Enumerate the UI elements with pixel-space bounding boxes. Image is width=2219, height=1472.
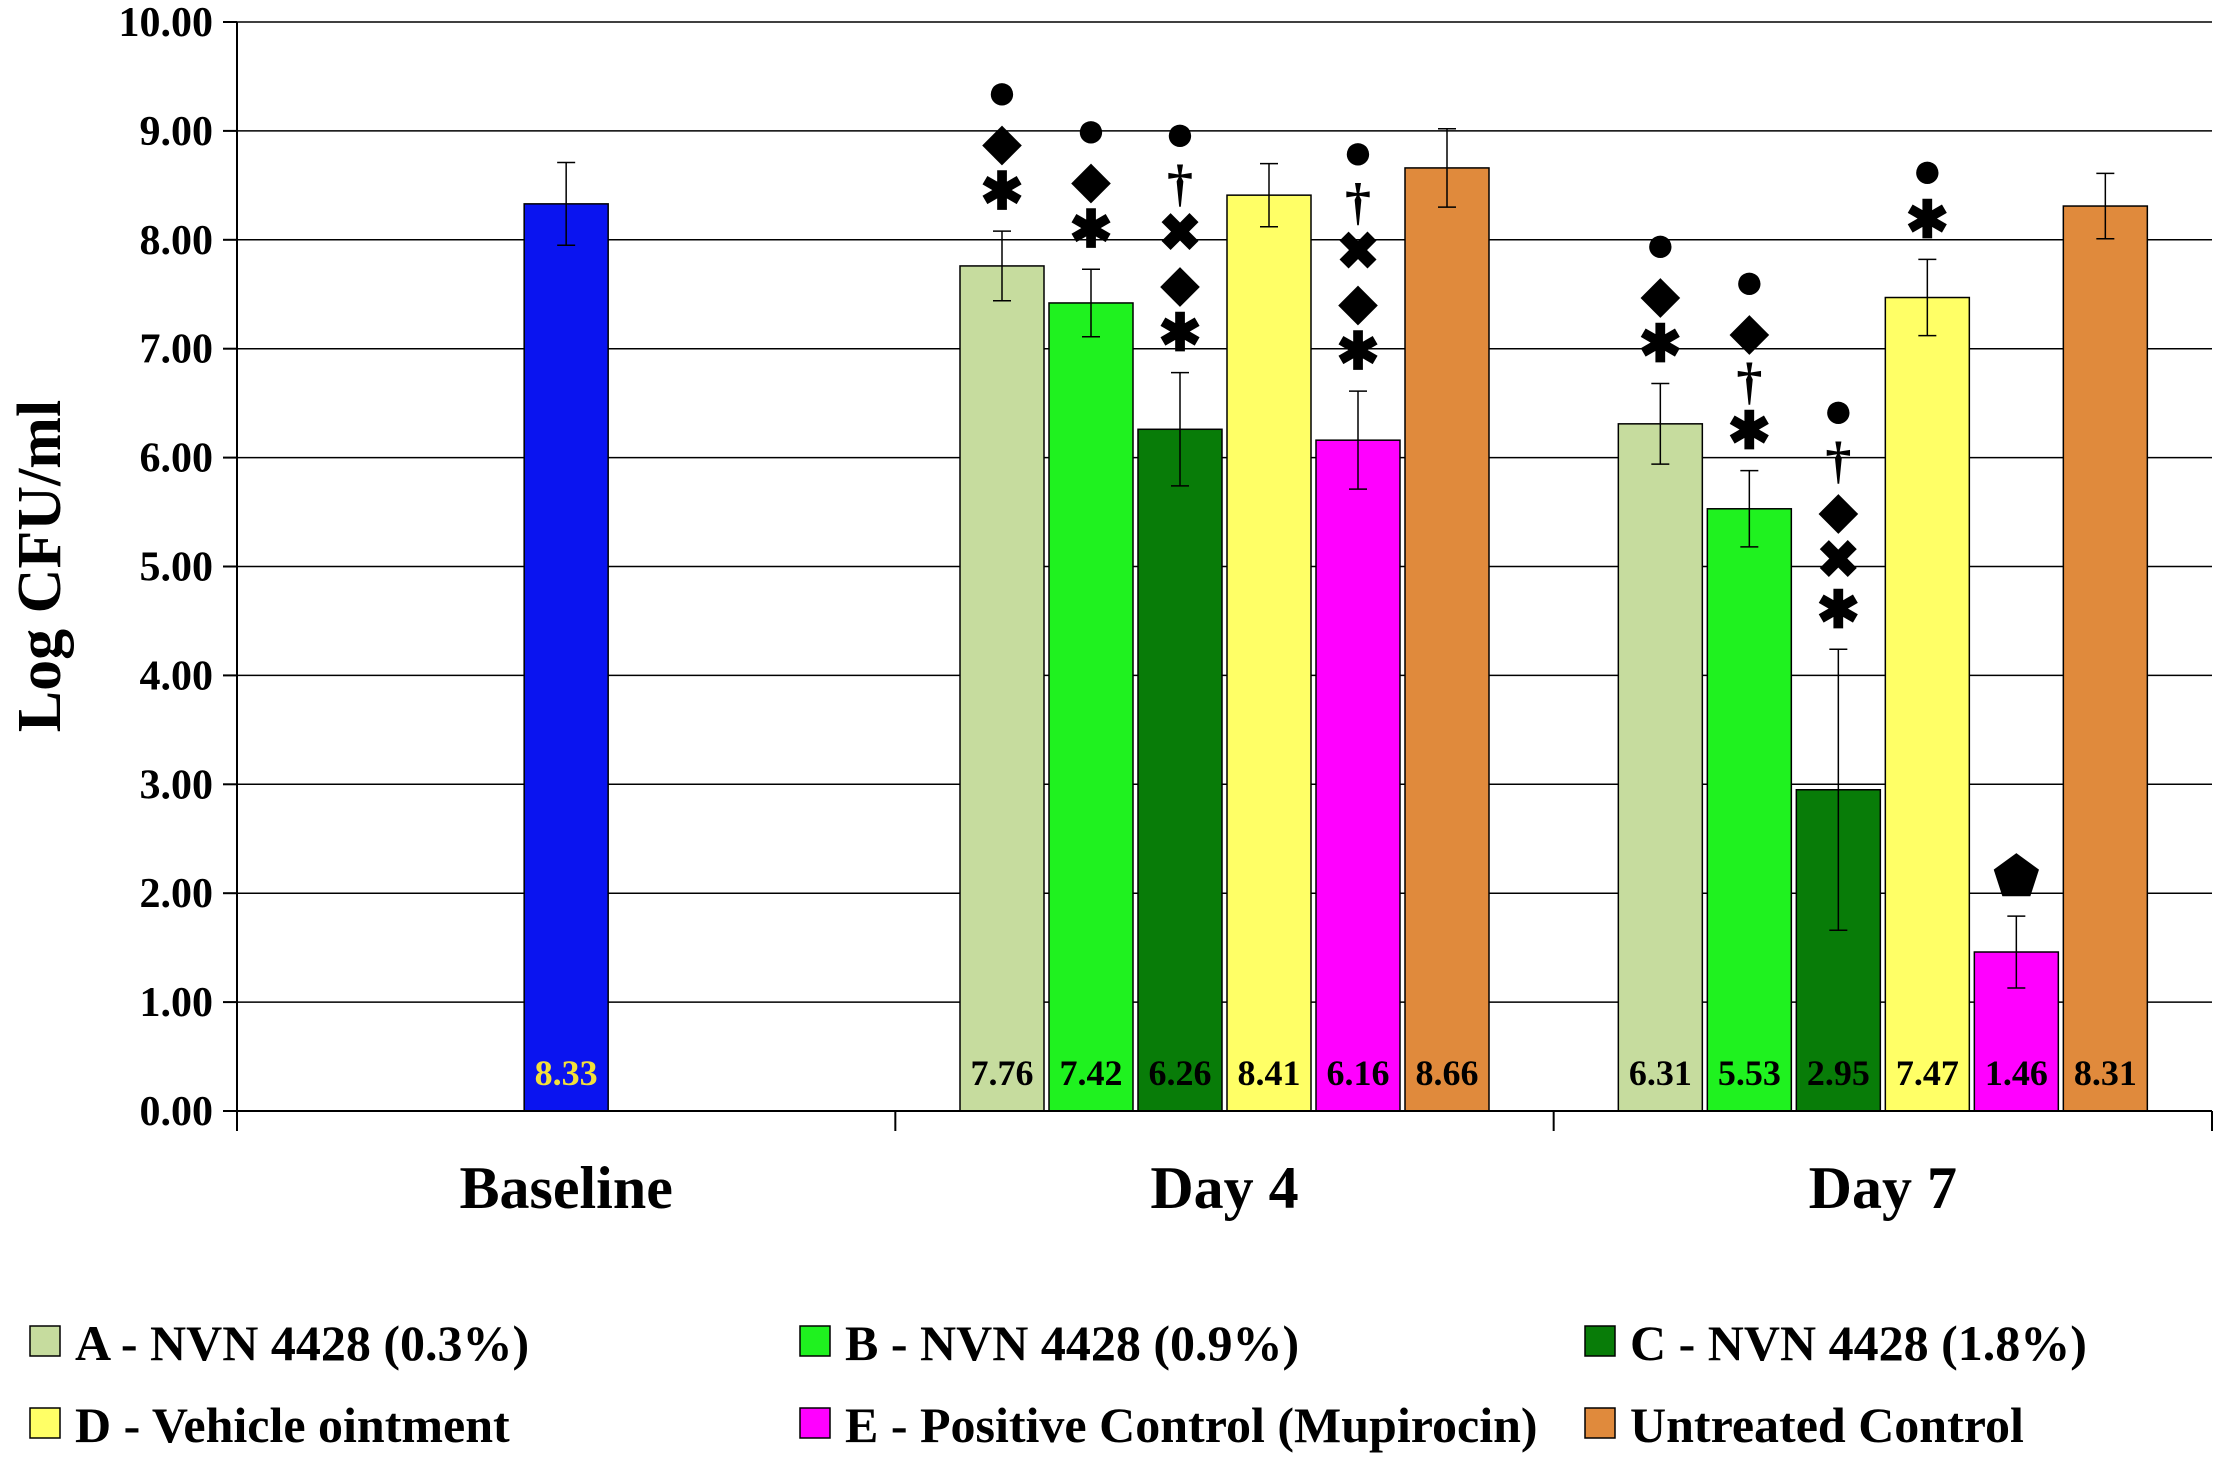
- data-label: 6.16: [1327, 1053, 1390, 1093]
- significance-marker: ◆: [1729, 304, 1769, 361]
- significance-marker: ✱: [1336, 324, 1380, 381]
- significance-marker: ◆: [1338, 274, 1378, 331]
- legend-label: A - NVN 4428 (0.3%): [75, 1315, 529, 1371]
- significance-marker: †: [1345, 174, 1371, 231]
- axes: 0.00 1.00 2.00 3.00 4.00 5.00 6.00 7.00 8.00 9.00…: [119, 0, 2213, 1221]
- y-tick-label: 5.00: [140, 545, 214, 591]
- significance-marker: ✱: [1906, 192, 1950, 249]
- bar: [1315, 439, 1401, 1112]
- data-label: 1.46: [1985, 1053, 2048, 1093]
- y-tick-label: 6.00: [140, 436, 214, 482]
- legend-swatch: [799, 1325, 831, 1357]
- bar: [1706, 508, 1793, 1112]
- legend-swatch: [1584, 1325, 1616, 1357]
- significance-marker: ✱: [1069, 202, 1113, 259]
- significance-marker: ●: [1823, 382, 1854, 439]
- y-tick-label: 10.00: [119, 0, 214, 46]
- bar: [1137, 428, 1223, 1112]
- legend-label: Untreated Control: [1630, 1397, 2024, 1453]
- x-category-label: Baseline: [459, 1155, 672, 1221]
- legend-swatch: [29, 1325, 61, 1357]
- bar: [1048, 302, 1134, 1112]
- legend: A - NVN 4428 (0.3%) B - NVN 4428 (0.9%) C …: [29, 1315, 2087, 1453]
- significance-marker: ✱: [1817, 582, 1861, 639]
- significance-marker: ⬟: [1993, 849, 2040, 906]
- significance-marker: ✱: [980, 164, 1024, 221]
- y-tick-label: 0.00: [140, 1089, 214, 1135]
- legend-swatch: [1584, 1407, 1616, 1439]
- data-label: 7.47: [1896, 1053, 1959, 1093]
- data-label: 7.76: [971, 1053, 1034, 1093]
- y-axis-label: Log CFU/ml: [6, 400, 74, 732]
- significance-marker: ●: [1342, 124, 1373, 181]
- data-label: 8.41: [1238, 1053, 1301, 1093]
- y-tick-label: 8.00: [140, 218, 214, 264]
- significance-marker: ✱: [1728, 404, 1772, 461]
- significance-marker: ●: [986, 64, 1017, 121]
- bar: [1617, 423, 1704, 1112]
- significance-marker: ✱: [1158, 306, 1202, 363]
- significance-marker: †: [1167, 156, 1193, 213]
- data-label: 8.66: [1416, 1053, 1479, 1093]
- significance-marker: ✱: [1639, 317, 1683, 374]
- significance-marker: ◆: [982, 114, 1022, 171]
- legend-label: C - NVN 4428 (1.8%): [1630, 1315, 2087, 1371]
- significance-marker: ✖: [1336, 224, 1380, 281]
- significance-marker: †: [1736, 354, 1762, 411]
- legend-swatch: [29, 1407, 61, 1439]
- data-label: 6.31: [1629, 1053, 1692, 1093]
- bar: [2062, 205, 2149, 1112]
- significance-marker: ●: [1912, 142, 1943, 199]
- y-tick-label: 2.00: [140, 871, 214, 917]
- significance-marker: ✖: [1817, 532, 1861, 589]
- significance-marker: ●: [1075, 102, 1106, 159]
- significance-marker: ◆: [1818, 482, 1858, 539]
- data-label: 2.95: [1807, 1053, 1870, 1093]
- data-label: 5.53: [1718, 1053, 1781, 1093]
- bar: [959, 265, 1045, 1112]
- y-tick-label: 9.00: [140, 109, 214, 155]
- significance-marker: ●: [1164, 106, 1195, 163]
- bar: [1226, 194, 1312, 1112]
- legend-label: B - NVN 4428 (0.9%): [845, 1315, 1299, 1371]
- significance-marker: ◆: [1640, 267, 1680, 324]
- significance-marker: ✖: [1158, 206, 1202, 263]
- significance-marker: ●: [1734, 254, 1765, 311]
- y-tick-label: 3.00: [140, 762, 214, 808]
- x-category-label: Day 4: [1150, 1155, 1298, 1221]
- significance-marker: †: [1825, 432, 1851, 489]
- legend-label: D - Vehicle ointment: [75, 1397, 510, 1453]
- y-tick-label: 7.00: [140, 327, 214, 373]
- y-tick-label: 1.00: [140, 980, 214, 1026]
- data-label: 6.26: [1149, 1053, 1212, 1093]
- y-tick-label: 4.00: [140, 653, 214, 699]
- significance-marker: ◆: [1160, 256, 1200, 313]
- bars: 8.33 7.76✱◆●7.42✱◆●6.26✱◆✖†●8.41 6.16✱◆✖†●…: [523, 64, 2149, 1112]
- data-label: 8.31: [2074, 1053, 2137, 1093]
- bar: [1404, 167, 1490, 1112]
- significance-marker: ●: [1645, 217, 1676, 274]
- bar: [1884, 296, 1971, 1112]
- significance-marker: ◆: [1071, 152, 1111, 209]
- legend-label: E - Positive Control (Mupirocin): [845, 1397, 1538, 1453]
- data-label: 7.42: [1060, 1053, 1123, 1093]
- x-category-label: Day 7: [1809, 1155, 1957, 1221]
- legend-swatch: [799, 1407, 831, 1439]
- data-label: 8.33: [535, 1053, 598, 1093]
- bar: [523, 203, 609, 1112]
